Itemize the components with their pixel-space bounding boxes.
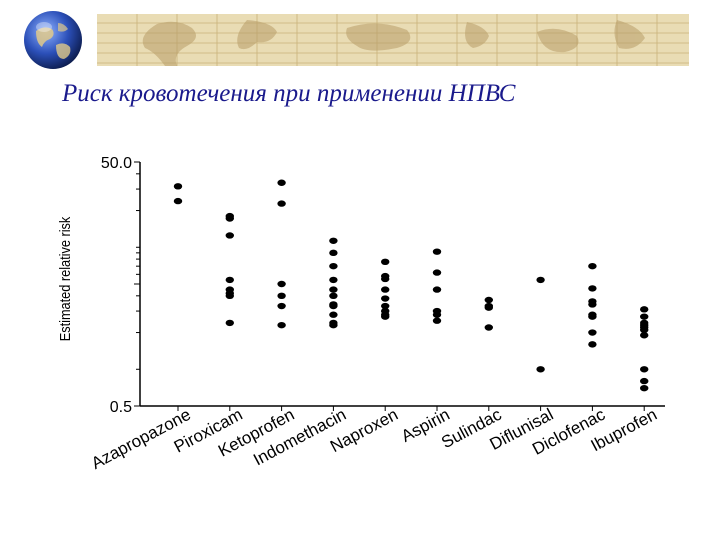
data-point — [381, 295, 390, 302]
data-point — [277, 321, 286, 329]
data-point — [277, 179, 286, 186]
data-point — [329, 302, 338, 310]
data-point — [588, 285, 597, 292]
data-point — [536, 366, 545, 373]
chart-x-labels: AzapropazonePiroxicamKetoprofenIndometha… — [88, 405, 660, 473]
data-point — [640, 313, 649, 320]
data-point — [432, 248, 442, 255]
data-point — [173, 183, 183, 190]
data-point — [588, 313, 597, 320]
data-point — [432, 269, 442, 276]
data-point — [277, 280, 286, 288]
globe-icon — [22, 9, 84, 71]
data-point — [640, 332, 649, 339]
data-point — [329, 237, 338, 244]
chart-points — [173, 179, 649, 392]
chart-axes: 50.0 0.5 — [101, 155, 665, 416]
data-point — [329, 321, 338, 329]
data-point — [588, 262, 597, 270]
data-point — [484, 324, 493, 331]
data-point — [225, 292, 234, 300]
map-lines-icon — [97, 14, 689, 66]
slide-title: Риск кровотечения при применении НПВС — [62, 80, 516, 107]
data-point — [225, 215, 234, 222]
data-point — [432, 311, 442, 318]
data-point — [640, 326, 649, 334]
data-point — [329, 286, 338, 293]
y-axis-label: Estimated relative risk — [56, 217, 73, 342]
data-point — [381, 258, 390, 266]
data-point — [225, 276, 234, 284]
data-point — [536, 276, 545, 284]
data-point — [484, 304, 493, 311]
data-point — [225, 232, 234, 239]
data-point — [640, 306, 649, 313]
data-point — [640, 384, 649, 392]
data-point — [588, 329, 597, 336]
data-point — [277, 292, 286, 300]
data-point — [329, 311, 338, 318]
data-point — [277, 200, 286, 207]
data-point — [381, 302, 390, 310]
data-point — [329, 249, 338, 257]
data-point — [329, 262, 338, 270]
y-tick-label: 50.0 — [101, 155, 132, 172]
data-point — [588, 341, 597, 348]
data-point — [640, 366, 649, 373]
data-point — [329, 292, 338, 300]
data-point — [277, 302, 286, 310]
y-tick-label: 0.5 — [110, 399, 132, 416]
data-point — [173, 197, 183, 205]
data-point — [381, 286, 390, 293]
data-point — [432, 286, 442, 293]
data-point — [225, 319, 234, 327]
world-map-banner — [97, 14, 689, 66]
data-point — [381, 313, 390, 320]
data-point — [329, 276, 338, 284]
data-point — [381, 275, 390, 283]
data-point — [484, 296, 493, 304]
data-point — [588, 301, 597, 308]
data-point — [432, 317, 442, 324]
data-point — [640, 377, 649, 385]
